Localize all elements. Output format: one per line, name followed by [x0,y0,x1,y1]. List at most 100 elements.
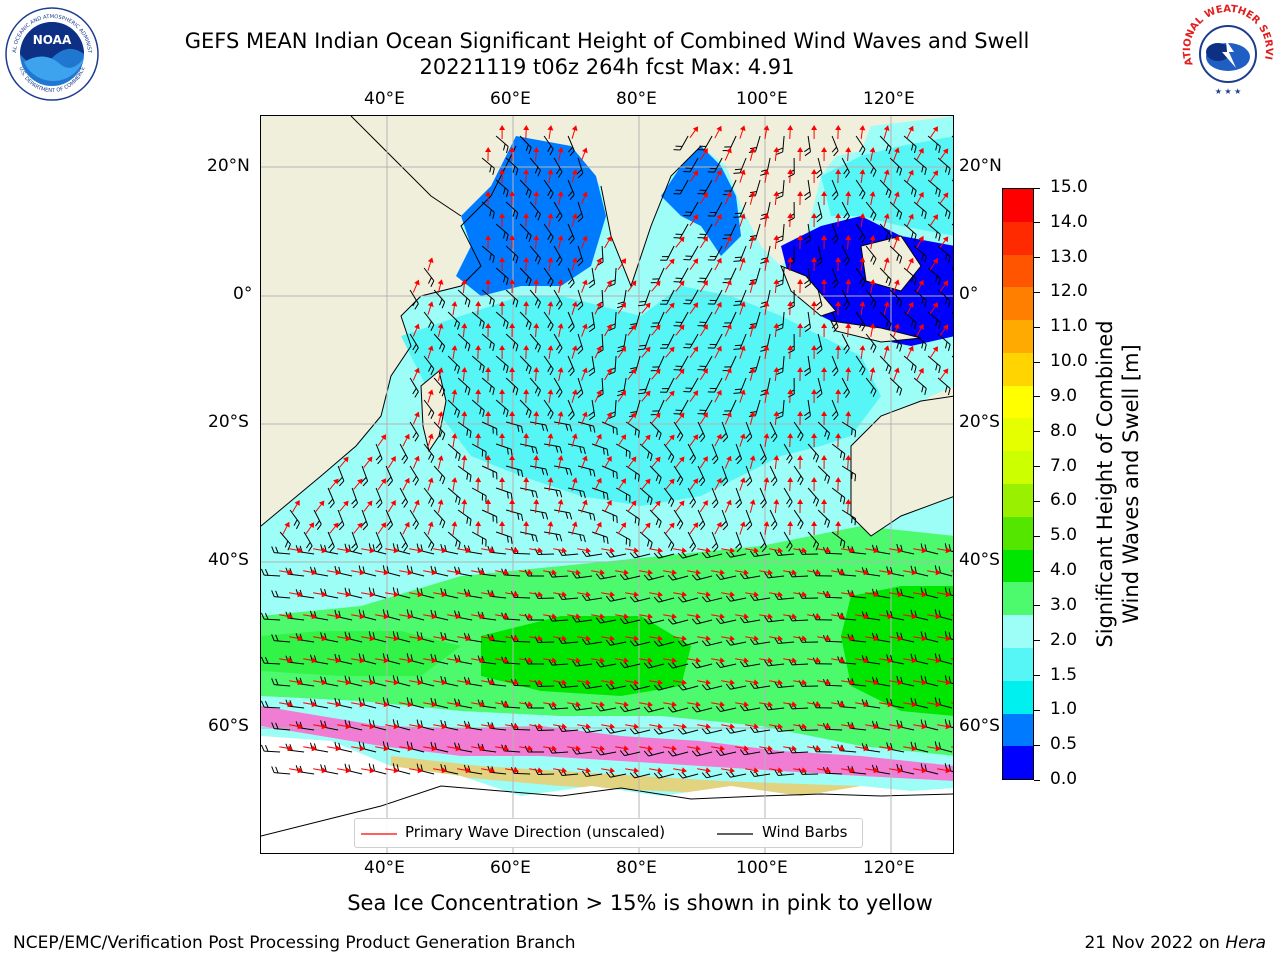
wave-arrow [763,433,770,447]
wind-barb [261,612,281,621]
wave-arrow [929,214,939,227]
wind-barb [804,355,811,377]
wind-barb [673,465,684,486]
wave-arrow [279,657,293,664]
wind-barb [409,465,419,486]
lat-tick-left-20n: 20°N [207,156,250,176]
wind-barb [667,705,689,713]
wind-barb [855,311,866,332]
wave-direction-layer [279,125,953,774]
wind-barb [913,245,927,263]
wind-barb [261,700,281,709]
wave-arrow [475,433,482,448]
wave-arrow [601,635,615,642]
wave-arrow [699,324,708,337]
wave-arrow [721,723,735,730]
wind-barb [433,333,446,353]
wave-arrow [906,169,914,183]
lat-tick-right-20n: 20°N [959,156,1002,176]
colorbar-tick-mark [1034,326,1040,328]
wave-arrow [471,657,485,664]
wind-barb [639,443,653,462]
wind-barb [481,377,495,395]
wave-arrow [329,522,339,534]
wind-barb [815,377,823,399]
wave-arrow [835,345,842,360]
wind-barb [471,355,485,373]
wave-arrow [735,569,749,576]
wave-arrow [499,169,506,184]
wind-barb [553,201,563,222]
colorbar-segment [1003,516,1033,550]
wind-barb [567,355,575,377]
colorbar-tick-mark [1034,570,1040,572]
wave-arrow [817,591,831,598]
wind-barb [529,509,549,520]
wave-arrow [451,521,458,535]
wind-barb [471,531,487,547]
wave-arrow [797,367,804,382]
wave-arrow [724,323,732,337]
wave-arrow [617,478,627,491]
wind-barb [815,333,823,355]
wind-barb [673,267,689,283]
colorbar-tick-label: 0.0 [1050,769,1078,789]
wave-arrow [811,433,818,448]
wind-barb [697,355,713,371]
wave-arrow [883,257,890,271]
wind-barb [804,223,811,245]
wind-barb [831,223,839,245]
wave-arrow [529,547,543,554]
wave-arrow [337,547,351,554]
wave-arrow [402,477,410,491]
wave-arrow [721,547,735,554]
wind-barb [855,355,866,376]
wave-arrow [412,323,420,337]
colorbar-tick-label: 2.0 [1050,629,1078,650]
wind-barb [831,179,839,201]
wind-barb [554,465,573,476]
wave-arrow [557,411,564,425]
wave-arrow [461,279,468,294]
wind-barb [495,355,509,374]
wave-arrow [916,235,924,249]
wave-arrow [591,569,605,576]
wind-barb [817,421,831,440]
wave-arrow [699,192,708,205]
wave-arrow [773,191,780,206]
wave-arrow [665,522,675,534]
wind-barb [841,289,850,310]
wind-barb [495,179,509,198]
colorbar-segment [1003,320,1033,353]
wave-arrow [749,499,756,513]
wave-arrow [735,613,749,620]
wind-barb [576,289,584,311]
wind-barb [855,267,866,288]
wave-arrow [869,147,876,161]
wave-arrow [505,723,519,730]
wave-arrow [893,367,900,381]
legend-wave-label: Primary Wave Direction (unscaled) [405,823,666,841]
svg-text:★ ★ ★: ★ ★ ★ [1215,87,1242,96]
wave-arrow [577,767,591,774]
wind-barb [271,678,291,687]
wave-arrow [821,235,828,250]
wave-arrow [313,679,327,686]
wave-arrow [673,723,687,730]
wave-arrow [889,723,903,730]
wave-arrow [327,613,341,620]
wind-barb [577,421,596,433]
wave-arrow [937,723,951,730]
wind-barb [495,487,513,500]
wind-barb [351,531,359,553]
wave-arrow [749,279,756,293]
wave-arrow [385,723,399,730]
wave-arrow [763,389,770,403]
wave-arrow [523,345,530,360]
wind-barb [423,531,435,551]
wave-arrow [699,368,708,381]
wave-arrow [845,455,852,470]
wind-barb [735,487,743,509]
wave-arrow [735,701,749,708]
wind-barb [707,201,723,217]
